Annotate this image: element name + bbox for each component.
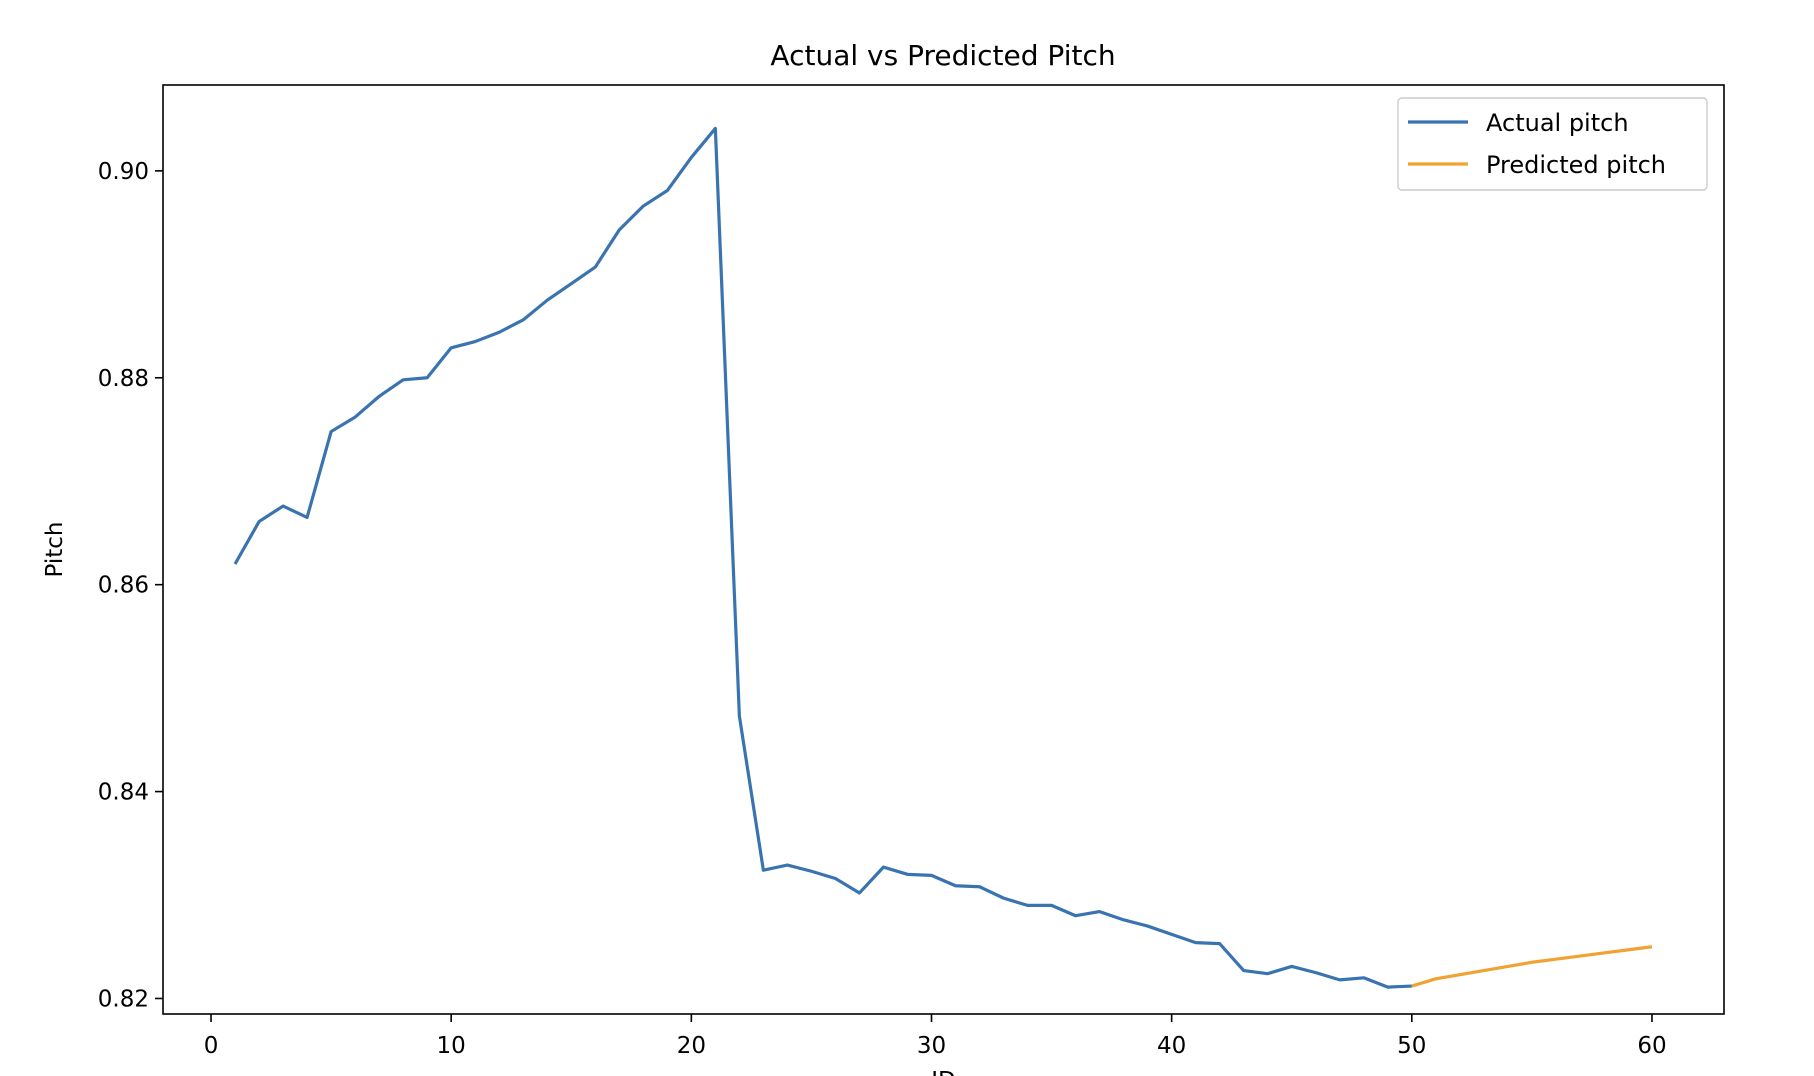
x-axis-label: ID	[931, 1068, 956, 1076]
x-tick-label: 20	[677, 1033, 706, 1059]
chart-title: Actual vs Predicted Pitch	[770, 39, 1115, 72]
y-tick-label: 0.88	[98, 366, 149, 392]
y-tick-label: 0.86	[98, 573, 149, 599]
y-axis-label: Pitch	[42, 522, 68, 578]
y-axis: 0.82 0.84 0.86 0.88 0.90	[98, 159, 163, 1012]
x-tick-label: 50	[1397, 1033, 1426, 1059]
series-line-predicted-pitch	[1411, 945, 1653, 988]
legend-label: Actual pitch	[1486, 109, 1629, 137]
x-tick-label: 10	[437, 1033, 466, 1059]
x-tick-label: 40	[1157, 1033, 1186, 1059]
x-tick-label: 0	[204, 1033, 219, 1059]
legend-label: Predicted pitch	[1486, 151, 1666, 179]
series-line-actual-pitch	[233, 126, 1412, 989]
y-tick-label: 0.90	[98, 159, 149, 185]
plot-frame	[162, 84, 1725, 1015]
series-layer	[233, 126, 1653, 989]
legend-box	[1397, 97, 1708, 191]
x-tick-label: 60	[1637, 1033, 1666, 1059]
y-tick-label: 0.84	[98, 780, 149, 806]
x-axis: 0 10 20 30 40 50 60	[204, 1014, 1667, 1059]
legend: Actual pitch Predicted pitch	[1397, 97, 1708, 191]
x-tick-label: 30	[917, 1033, 946, 1059]
y-tick-label: 0.82	[98, 986, 149, 1012]
